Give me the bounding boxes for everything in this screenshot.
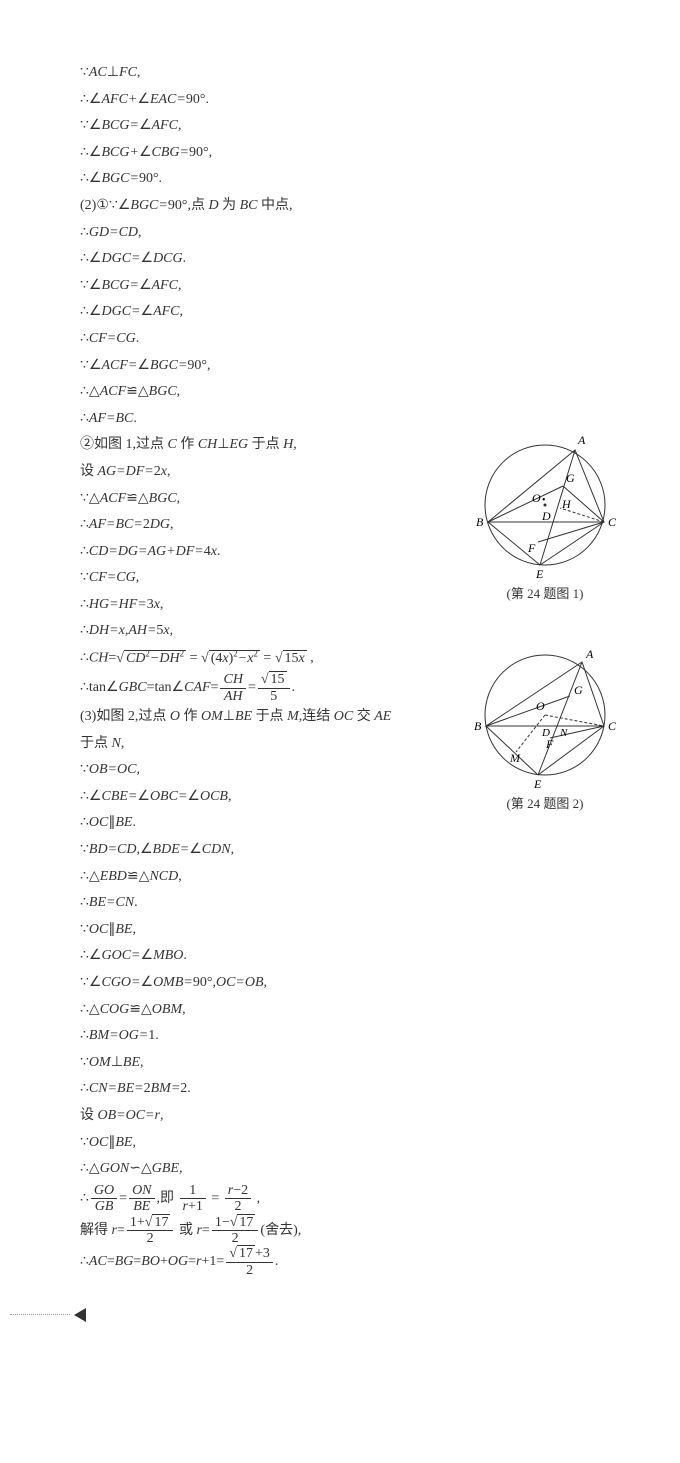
figure-2-caption: (第 24 题图 2) bbox=[470, 792, 620, 817]
proof-line: ∴∠BGC=90°. bbox=[80, 166, 600, 193]
proof-line: ∴CN=BE=2BM=2. bbox=[80, 1076, 600, 1103]
proof-line: ∵OC∥BE, bbox=[80, 1130, 600, 1157]
proof-line: ∵OC∥BE, bbox=[80, 917, 600, 944]
proof-line: ∴AC=BG=BO+OG=r+1=√17+32. bbox=[80, 1246, 600, 1278]
figure-1-caption: (第 24 题图 1) bbox=[470, 582, 620, 607]
proof-line: ∴GD=CD, bbox=[80, 220, 600, 247]
figure-2: A B C E F G D N M O (第 24 题图 2) bbox=[470, 640, 620, 817]
svg-text:E: E bbox=[535, 567, 544, 580]
footer-triangle-icon bbox=[74, 1308, 86, 1322]
svg-text:N: N bbox=[559, 727, 568, 739]
svg-text:B: B bbox=[474, 719, 482, 733]
svg-text:O: O bbox=[536, 699, 545, 713]
svg-text:A: A bbox=[585, 647, 594, 661]
svg-text:C: C bbox=[608, 719, 617, 733]
proof-line: ∵∠BCG=∠AFC, bbox=[80, 273, 600, 300]
figure-1: A B C E F G D H O • (第 24 题图 1) bbox=[470, 430, 620, 607]
proof-line: 设 OB=OC=r, bbox=[80, 1103, 600, 1130]
proof-line: ∴△COG≌△OBM, bbox=[80, 997, 600, 1024]
svg-text:D: D bbox=[541, 509, 551, 523]
proof-line: ∴∠GOC=∠MBO. bbox=[80, 943, 600, 970]
svg-text:D: D bbox=[541, 727, 550, 739]
proof-line: ∴∠AFC+∠EAC=90°. bbox=[80, 87, 600, 114]
svg-text:•: • bbox=[542, 495, 546, 506]
proof-line: ∴∠DGC=∠DCG. bbox=[80, 246, 600, 273]
footer-dotted-line bbox=[10, 1314, 70, 1316]
svg-text:G: G bbox=[574, 683, 583, 697]
proof-line: ∴BE=CN. bbox=[80, 890, 600, 917]
proof-line: ∴GOGB=ONBE,即 1r+1 = r−22 , bbox=[80, 1183, 600, 1215]
proof-line: ∴△ACF≌△BGC, bbox=[80, 379, 600, 406]
proof-line: ∵AC⊥FC, bbox=[80, 60, 600, 87]
proof-content: A B C E F G D H O • (第 24 题图 1) A B C bbox=[80, 60, 600, 1278]
svg-text:F: F bbox=[545, 737, 554, 751]
svg-text:M: M bbox=[509, 751, 521, 765]
proof-line: ∵∠BCG=∠AFC, bbox=[80, 113, 600, 140]
svg-text:B: B bbox=[476, 515, 484, 529]
proof-line: ∴△EBD≌△NCD, bbox=[80, 864, 600, 891]
proof-line: ∴△GON∽△GBE, bbox=[80, 1156, 600, 1183]
figure-2-svg: A B C E F G D N M O bbox=[470, 640, 620, 790]
proof-line: ∴∠DGC=∠AFC, bbox=[80, 299, 600, 326]
proof-line: ∵∠CGO=∠OMB=90°,OC=OB, bbox=[80, 970, 600, 997]
svg-text:C: C bbox=[608, 515, 617, 529]
svg-text:O: O bbox=[532, 491, 541, 505]
svg-text:G: G bbox=[566, 471, 575, 485]
proof-line: (2)①∵∠BGC=90°,点 D 为 BC 中点, bbox=[80, 193, 600, 220]
proof-line: ∵OM⊥BE, bbox=[80, 1050, 600, 1077]
proof-line: ∵∠ACF=∠BGC=90°, bbox=[80, 353, 600, 380]
proof-line: ∴AF=BC. bbox=[80, 406, 600, 433]
proof-line: ∴∠BCG+∠CBG=90°, bbox=[80, 140, 600, 167]
svg-text:E: E bbox=[533, 777, 542, 790]
proof-line: ∴CF=CG. bbox=[80, 326, 600, 353]
figure-1-svg: A B C E F G D H O • bbox=[470, 430, 620, 580]
svg-text:F: F bbox=[527, 541, 536, 555]
page-footer-marker bbox=[10, 1308, 600, 1322]
proof-line: 解得 r=1+√172 或 r=1−√172(舍去), bbox=[80, 1215, 600, 1247]
svg-text:A: A bbox=[577, 433, 586, 447]
proof-line: ∵BD=CD,∠BDE=∠CDN, bbox=[80, 837, 600, 864]
svg-text:H: H bbox=[561, 497, 572, 511]
proof-line: ∴BM=OG=1. bbox=[80, 1023, 600, 1050]
